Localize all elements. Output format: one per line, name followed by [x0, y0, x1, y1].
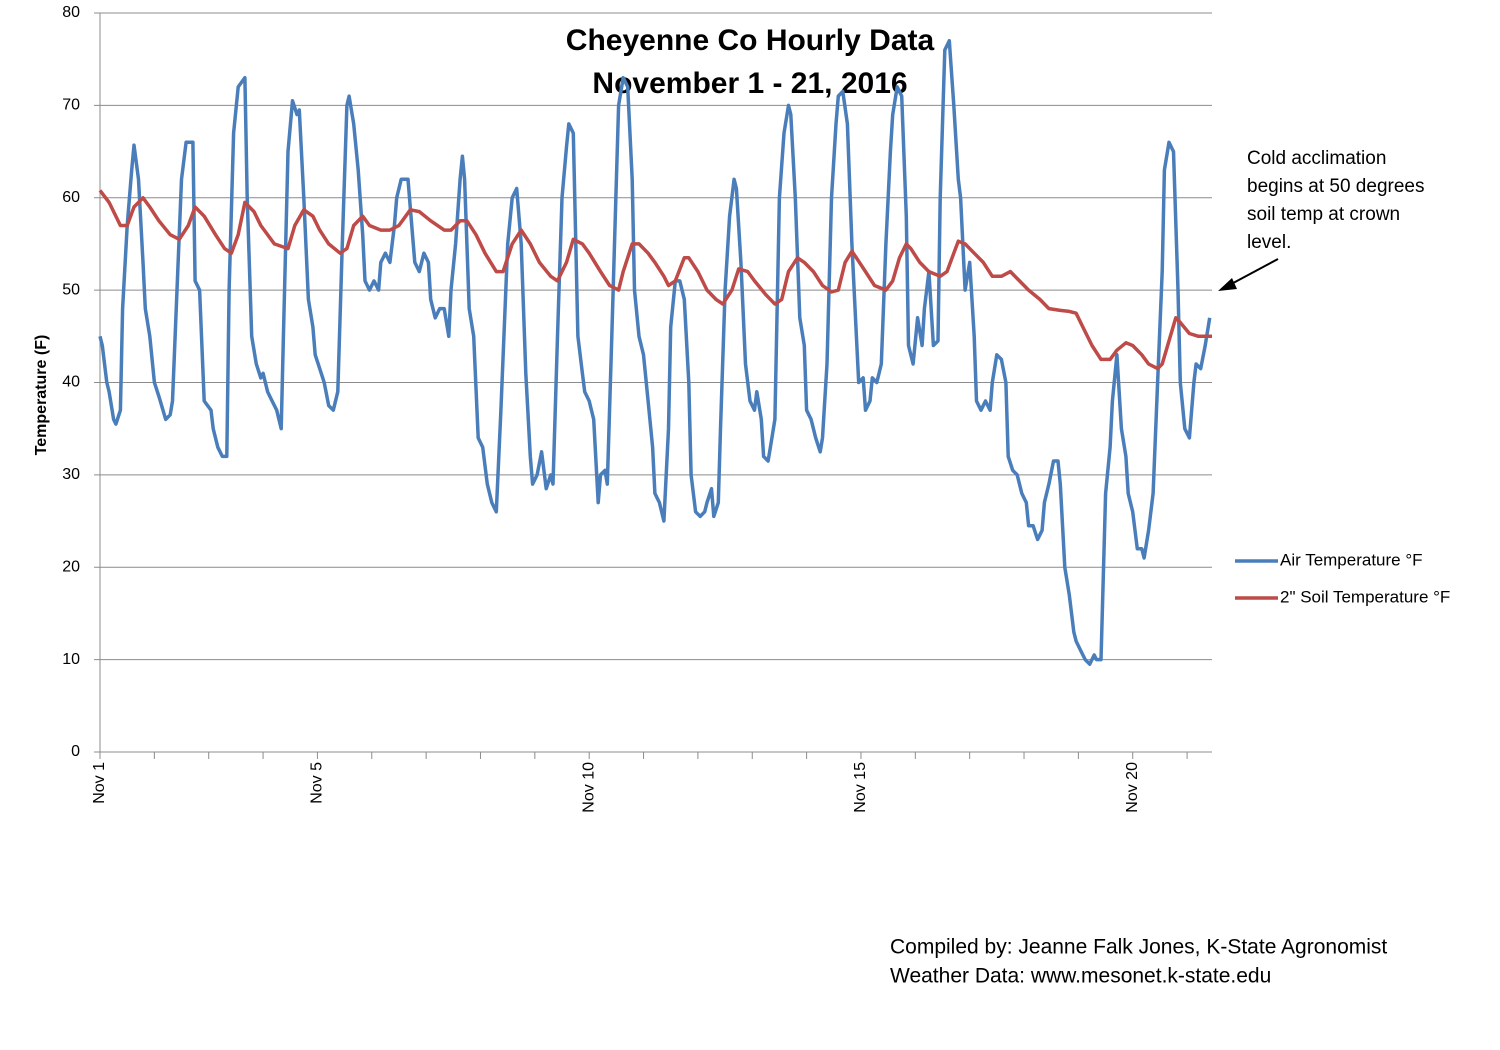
y-axis-label: Temperature (F): [33, 335, 50, 456]
y-tick-label: 40: [62, 374, 80, 391]
annotation-arrowhead: [1218, 278, 1237, 291]
y-tick-label: 0: [71, 743, 80, 760]
y-tick-label: 50: [62, 281, 80, 298]
legend-label: 2" Soil Temperature °F: [1280, 587, 1450, 606]
x-tick-label: Nov 1: [91, 762, 108, 804]
chart-subtitle: November 1 - 21, 2016: [592, 67, 907, 100]
footer-note: Compiled by: Jeanne Falk Jones, K-State …: [890, 936, 1387, 959]
footer-note: Weather Data: www.mesonet.k-state.edu: [890, 965, 1271, 988]
annotation: level.: [1247, 232, 1291, 253]
x-tick-label: Nov 5: [309, 762, 326, 804]
y-tick-label: 70: [62, 97, 80, 114]
y-tick-label: 60: [62, 189, 80, 206]
x-tick-label: Nov 10: [580, 762, 597, 813]
y-tick-label: 20: [62, 558, 80, 575]
legend-label: Air Temperature °F: [1280, 550, 1423, 569]
annotation: soil temp at crown: [1247, 204, 1400, 225]
chart-title: Cheyenne Co Hourly Data: [566, 24, 935, 57]
y-tick-label: 30: [62, 466, 80, 483]
x-tick-label: Nov 15: [852, 762, 869, 813]
y-tick-label: 10: [62, 651, 80, 668]
annotation: Cold acclimation: [1247, 148, 1386, 169]
series-line: [98, 189, 1212, 371]
y-tick-label: 80: [62, 4, 80, 21]
series-line: [98, 38, 1212, 666]
annotation: begins at 50 degrees: [1247, 176, 1424, 197]
x-tick-label: Nov 20: [1124, 762, 1141, 813]
